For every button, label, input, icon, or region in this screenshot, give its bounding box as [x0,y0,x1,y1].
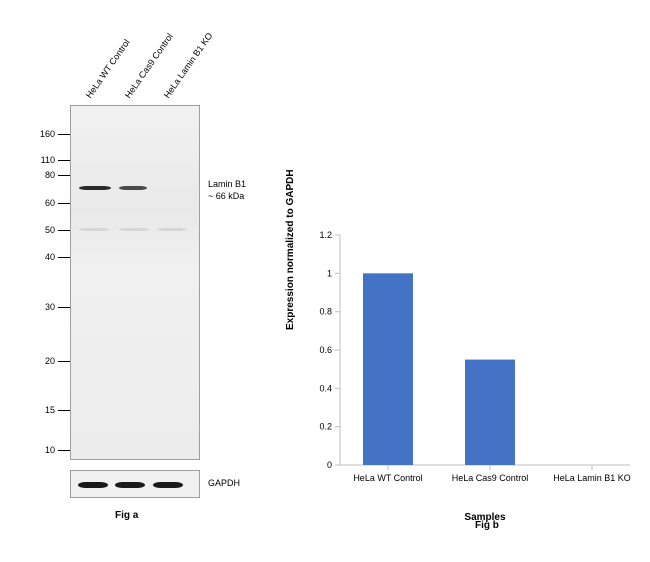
bar-chart: 0 0.2 0.4 0.6 0.8 1 1.2 HeLa WT Control HeLa Cas… [290,225,640,505]
ladder-mark: 30 [45,302,70,312]
y-tick-label: 0.4 [319,383,332,393]
ladder-mark: 10 [45,445,70,455]
bar-chart-panel: Expression normalized to GAPDH 00.20.40.… [290,15,640,552]
bar [363,273,413,465]
gapdh-label: GAPDH [208,478,240,488]
bar [465,360,515,465]
y-tick-label: 0.6 [319,345,332,355]
ladder-mark: 20 [45,356,70,366]
x-tick-label: HeLa WT Control [353,473,422,483]
y-tick-label: 1 [327,268,332,278]
target-name: Lamin B1 [208,179,246,189]
y-tick-label: 0.2 [319,422,332,432]
gapdh-band [153,482,183,488]
faint-band [79,228,109,231]
y-tick-label: 1.2 [319,230,332,240]
ladder-mark: 60 [45,198,70,208]
x-tick-label: HeLa Lamin B1 KO [553,473,631,483]
blot-gapdh-membrane [70,470,200,498]
target-mw: ~ 66 kDa [208,191,244,201]
ladder-mark: 15 [45,405,70,415]
target-band [79,186,111,190]
ladder-mark: 80 [45,170,70,180]
ladder-mark: 110 [41,155,70,165]
western-blot-panel: HeLa WT ControlHeLa Cas9 ControlHeLa Lam… [10,15,290,552]
target-annotation: Lamin B1 ~ 66 kDa [208,179,246,202]
x-tick-label: HeLa Cas9 Control [452,473,529,483]
fig-b-label: Fig b [475,520,499,531]
ladder-mark: 40 [45,252,70,262]
ladder-mark: 50 [45,225,70,235]
gapdh-band [115,482,145,488]
gapdh-band [78,482,108,488]
target-band [119,186,147,190]
ladder-mark: 160 [40,129,70,139]
y-tick-label: 0.8 [319,307,332,317]
blot-main-membrane [70,105,200,460]
gapdh-annotation: GAPDH [208,478,240,490]
lane-labels: HeLa WT ControlHeLa Cas9 ControlHeLa Lam… [82,20,222,100]
y-tick-label: 0 [327,460,332,470]
fig-a-label: Fig a [115,510,138,521]
faint-band [157,228,187,231]
faint-band [119,228,149,231]
